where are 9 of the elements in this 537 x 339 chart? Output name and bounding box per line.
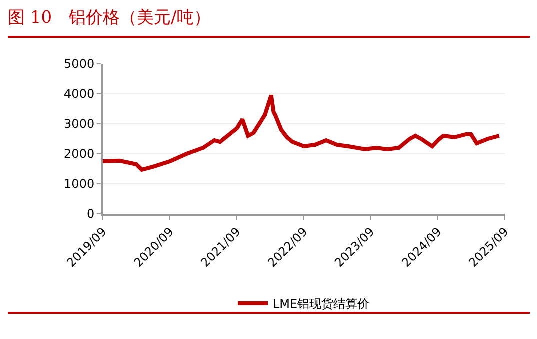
y-tick-label: 0: [86, 207, 95, 222]
y-tick-label: 2000: [64, 147, 95, 162]
line-series: [103, 94, 502, 172]
chart-title: 图 10 铝价格（美元/吨）: [8, 7, 211, 29]
y-tick-label: 1000: [64, 177, 95, 192]
legend-label: LME铝现货结算价: [273, 297, 370, 312]
y-tick-label: 4000: [64, 87, 95, 102]
y-tick-label: 3000: [64, 117, 95, 132]
y-tick-label: 5000: [64, 57, 95, 72]
